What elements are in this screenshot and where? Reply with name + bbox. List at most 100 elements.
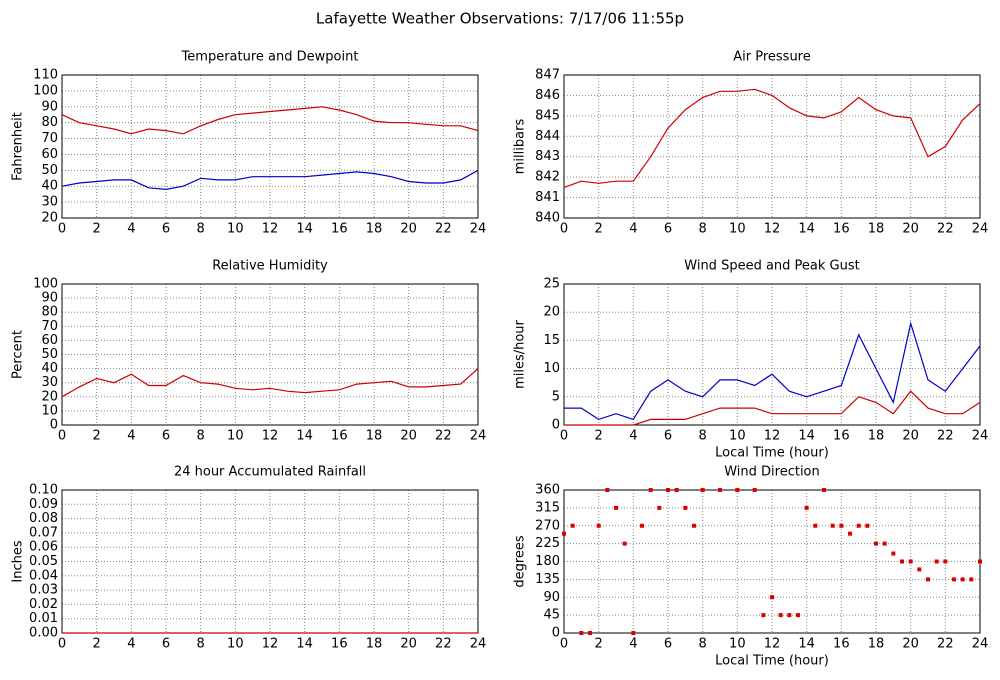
data-point bbox=[622, 541, 627, 546]
x-tick-label: 24 bbox=[972, 429, 989, 444]
y-tick-label: 0.00 bbox=[29, 626, 58, 641]
data-point bbox=[934, 559, 939, 564]
y-tick-label: 40 bbox=[41, 179, 58, 194]
data-point bbox=[700, 488, 705, 492]
data-point bbox=[683, 505, 688, 510]
y-tick-label: 0.09 bbox=[29, 497, 58, 512]
chart-title: 24 hour Accumulated Rainfall bbox=[174, 465, 366, 480]
data-point bbox=[978, 559, 982, 564]
x-tick-label: 8 bbox=[699, 637, 707, 652]
y-axis-label: miles/hour bbox=[513, 319, 528, 388]
y-tick-label: 60 bbox=[41, 147, 58, 162]
y-tick-label: 0.06 bbox=[29, 540, 58, 555]
x-tick-label: 0 bbox=[58, 429, 66, 444]
y-tick-label: 80 bbox=[41, 305, 58, 320]
x-tick-label: 20 bbox=[400, 637, 417, 652]
y-axis-label: millibars bbox=[513, 119, 528, 175]
x-tick-label: 10 bbox=[227, 429, 244, 444]
y-tick-label: 5 bbox=[552, 389, 560, 404]
x-tick-label: 0 bbox=[560, 637, 568, 652]
x-tick-label: 8 bbox=[699, 429, 707, 444]
x-tick-label: 22 bbox=[435, 637, 452, 652]
data-point bbox=[813, 523, 818, 528]
data-line bbox=[563, 88, 981, 188]
data-point bbox=[787, 613, 792, 618]
x-tick-label: 16 bbox=[833, 637, 850, 652]
data-point bbox=[804, 505, 809, 510]
y-tick-label: 0.04 bbox=[29, 568, 58, 583]
data-point bbox=[614, 505, 618, 510]
x-axis-label: Local Time (hour) bbox=[715, 654, 829, 669]
data-point bbox=[657, 505, 662, 510]
data-point bbox=[761, 613, 766, 618]
data-point bbox=[770, 595, 774, 600]
y-tick-label: 841 bbox=[535, 190, 560, 205]
x-tick-label: 2 bbox=[93, 222, 101, 237]
data-point bbox=[900, 559, 904, 564]
x-tick-label: 4 bbox=[127, 429, 135, 444]
y-tick-label: 270 bbox=[535, 518, 560, 533]
x-tick-label: 0 bbox=[58, 637, 66, 652]
y-tick-label: 844 bbox=[535, 129, 560, 144]
data-point bbox=[917, 567, 922, 572]
y-tick-label: 0.02 bbox=[29, 597, 58, 612]
x-tick-label: 14 bbox=[296, 222, 313, 237]
x-tick-label: 2 bbox=[595, 637, 603, 652]
x-tick-label: 16 bbox=[833, 429, 850, 444]
x-tick-label: 4 bbox=[629, 637, 637, 652]
x-tick-label: 14 bbox=[296, 429, 313, 444]
y-tick-label: 0 bbox=[50, 418, 58, 433]
data-point bbox=[969, 577, 974, 582]
data-point bbox=[943, 559, 948, 564]
x-tick-label: 6 bbox=[664, 222, 672, 237]
y-axis-label: Percent bbox=[11, 330, 26, 379]
x-tick-label: 2 bbox=[595, 222, 603, 237]
data-line bbox=[564, 390, 981, 426]
y-tick-label: 90 bbox=[543, 590, 560, 605]
y-tick-label: 0.01 bbox=[29, 611, 58, 626]
x-tick-label: 6 bbox=[162, 222, 170, 237]
y-tick-label: 843 bbox=[535, 149, 560, 164]
x-tick-label: 22 bbox=[435, 222, 452, 237]
y-tick-label: 845 bbox=[535, 108, 560, 123]
plot-frame bbox=[61, 74, 479, 219]
y-tick-label: 225 bbox=[535, 536, 560, 551]
x-tick-label: 12 bbox=[262, 637, 279, 652]
data-point bbox=[666, 488, 670, 492]
x-tick-label: 14 bbox=[798, 429, 815, 444]
y-tick-label: 45 bbox=[543, 608, 560, 623]
x-tick-label: 18 bbox=[366, 637, 383, 652]
chart-title: Air Pressure bbox=[733, 50, 811, 65]
x-tick-label: 24 bbox=[972, 637, 989, 652]
x-tick-label: 12 bbox=[764, 637, 781, 652]
x-tick-label: 8 bbox=[197, 222, 205, 237]
data-point bbox=[796, 613, 800, 618]
data-point bbox=[648, 488, 653, 492]
data-point bbox=[674, 488, 679, 492]
y-axis-label: Inches bbox=[11, 540, 26, 582]
data-point bbox=[718, 488, 722, 492]
x-tick-label: 4 bbox=[629, 222, 637, 237]
data-line bbox=[61, 106, 479, 135]
chart-title: Wind Speed and Peak Gust bbox=[684, 259, 859, 274]
y-tick-label: 20 bbox=[41, 389, 58, 404]
x-tick-label: 10 bbox=[729, 429, 746, 444]
x-tick-label: 8 bbox=[197, 429, 205, 444]
y-tick-label: 180 bbox=[535, 554, 560, 569]
y-tick-label: 0.08 bbox=[29, 511, 58, 526]
x-tick-label: 20 bbox=[902, 637, 919, 652]
y-tick-label: 0.05 bbox=[29, 554, 58, 569]
x-tick-label: 10 bbox=[729, 222, 746, 237]
y-tick-label: 0.03 bbox=[29, 583, 58, 598]
y-axis-label: Fahrenheit bbox=[11, 112, 26, 181]
data-point bbox=[692, 523, 696, 528]
data-point bbox=[596, 523, 601, 528]
data-point bbox=[735, 488, 740, 492]
x-tick-label: 4 bbox=[629, 429, 637, 444]
x-tick-label: 0 bbox=[58, 222, 66, 237]
x-tick-label: 18 bbox=[868, 637, 885, 652]
data-point bbox=[822, 488, 826, 492]
data-point bbox=[752, 488, 757, 492]
x-tick-label: 16 bbox=[833, 222, 850, 237]
